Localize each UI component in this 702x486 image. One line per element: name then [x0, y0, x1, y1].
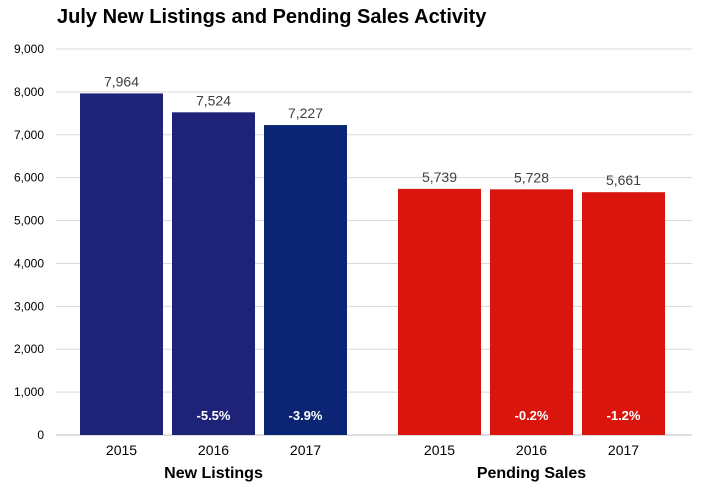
chart-title: July New Listings and Pending Sales Acti…	[57, 6, 487, 28]
change-label: -3.9%	[289, 408, 323, 423]
y-tick-label: 2,000	[14, 342, 44, 356]
y-tick-label: 0	[37, 428, 44, 442]
y-tick-label: 7,000	[14, 128, 44, 142]
data-label: 7,964	[104, 73, 139, 89]
data-label: 5,661	[606, 172, 641, 188]
y-tick-label: 6,000	[14, 171, 44, 185]
change-label: -1.2%	[607, 408, 641, 423]
y-tick-label: 3,000	[14, 299, 44, 313]
x-tick-label: 2015	[106, 442, 137, 458]
bar	[264, 125, 347, 436]
bar	[398, 188, 481, 435]
x-tick-label: 2016	[198, 442, 229, 458]
x-tick-label: 2017	[290, 442, 321, 458]
change-label: -5.5%	[197, 408, 231, 423]
bar	[172, 112, 255, 435]
change-label: -0.2%	[515, 408, 549, 423]
x-tick-label: 2017	[608, 442, 639, 458]
data-label: 5,728	[514, 169, 549, 185]
y-tick-label: 4,000	[14, 256, 44, 270]
y-tick-label: 8,000	[14, 85, 44, 99]
y-tick-label: 5,000	[14, 214, 44, 228]
group-label: Pending Sales	[477, 465, 586, 482]
data-label: 5,739	[422, 169, 457, 185]
data-label: 7,227	[288, 105, 323, 121]
group-label: New Listings	[164, 465, 263, 482]
bar	[582, 192, 665, 435]
y-tick-label: 9,000	[14, 42, 44, 56]
x-tick-label: 2016	[516, 442, 547, 458]
bar	[80, 93, 163, 435]
bar	[490, 189, 573, 435]
x-tick-label: 2015	[424, 442, 455, 458]
y-tick-label: 1,000	[14, 385, 44, 399]
data-label: 7,524	[196, 92, 231, 108]
